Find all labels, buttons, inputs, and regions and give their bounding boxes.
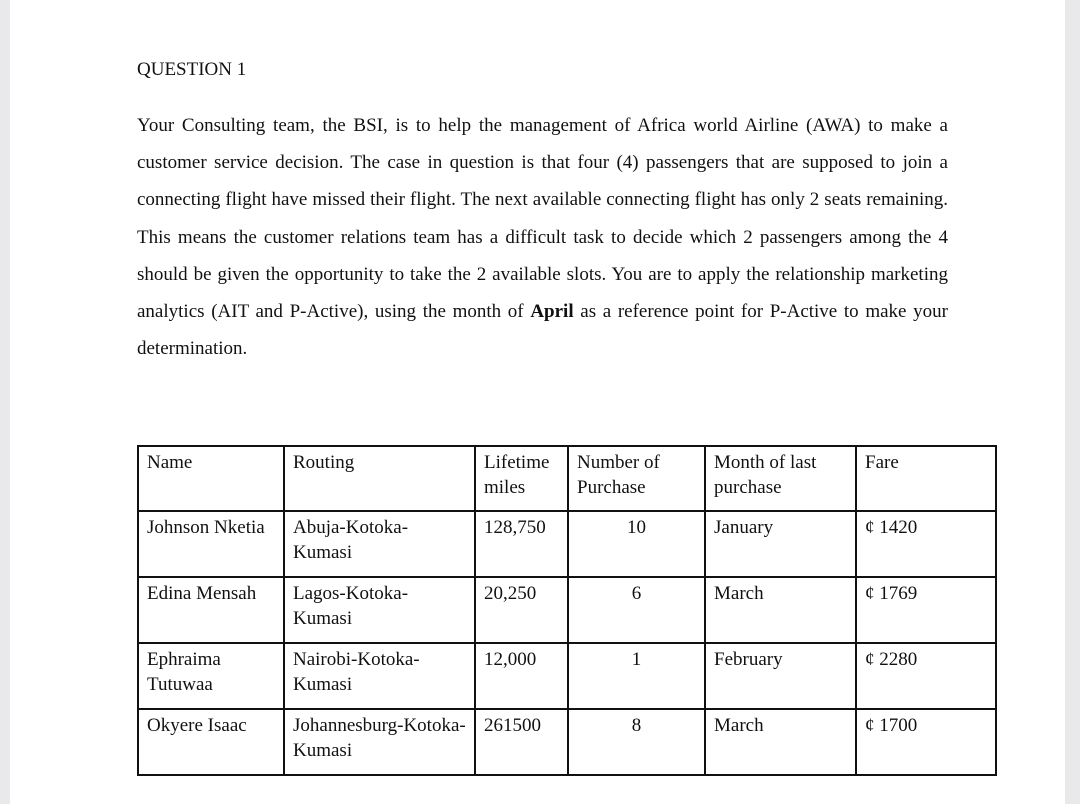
cell-fare: ¢ 1769 (855, 576, 997, 644)
cell-number-of-purchase: 6 (567, 576, 706, 644)
question-title: QUESTION 1 (137, 59, 247, 80)
cell-month: February (704, 642, 857, 710)
header-name: Name (137, 445, 285, 512)
cell-month: March (704, 576, 857, 644)
cell-lifetime-miles: 12,000 (474, 642, 569, 710)
cell-fare: ¢ 1700 (855, 708, 997, 776)
paragraph-bold-month: April (530, 301, 574, 323)
cell-name: Okyere Isaac (137, 708, 285, 776)
header-number-of-purchase: Number of Purchase (567, 445, 706, 512)
passenger-table: Name Routing Lifetime miles Number of Pu… (137, 445, 997, 776)
question-paragraph: Your Consulting team, the BSI, is to hel… (137, 107, 948, 367)
table-row: Edina Mensah Lagos-Kotoka-Kumasi 20,250 … (137, 576, 997, 644)
cell-fare: ¢ 2280 (855, 642, 997, 710)
cell-lifetime-miles: 20,250 (474, 576, 569, 644)
header-fare: Fare (855, 445, 997, 512)
table-row: Ephraima Tutuwaa Nairobi-Kotoka-Kumasi 1… (137, 642, 997, 710)
cell-name: Edina Mensah (137, 576, 285, 644)
paragraph-text: Your Consulting team, the BSI, is to hel… (137, 115, 948, 323)
cell-lifetime-miles: 128,750 (474, 510, 569, 578)
cell-number-of-purchase: 10 (567, 510, 706, 578)
cell-number-of-purchase: 8 (567, 708, 706, 776)
cell-name: Johnson Nketia (137, 510, 285, 578)
cell-routing: Lagos-Kotoka-Kumasi (283, 576, 476, 644)
cell-routing: Johannesburg-Kotoka-Kumasi (283, 708, 476, 776)
table-row: Johnson Nketia Abuja-Kotoka-Kumasi 128,7… (137, 510, 997, 578)
header-lifetime-miles: Lifetime miles (474, 445, 569, 512)
cell-name: Ephraima Tutuwaa (137, 642, 285, 710)
header-month-last-purchase: Month of last purchase (704, 445, 857, 512)
cell-routing: Nairobi-Kotoka-Kumasi (283, 642, 476, 710)
cell-fare: ¢ 1420 (855, 510, 997, 578)
cell-routing: Abuja-Kotoka-Kumasi (283, 510, 476, 578)
table-header-row: Name Routing Lifetime miles Number of Pu… (137, 445, 997, 512)
cell-lifetime-miles: 261500 (474, 708, 569, 776)
table-row: Okyere Isaac Johannesburg-Kotoka-Kumasi … (137, 708, 997, 776)
cell-month: March (704, 708, 857, 776)
cell-number-of-purchase: 1 (567, 642, 706, 710)
header-routing: Routing (283, 445, 476, 512)
paragraph-text-end: as a reference point for P-Active to mak… (137, 301, 948, 360)
cell-month: January (704, 510, 857, 578)
